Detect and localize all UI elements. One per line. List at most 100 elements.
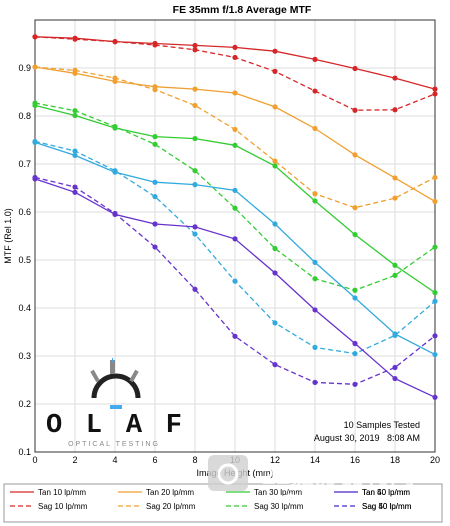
y-tick-label: 0.5	[18, 255, 31, 265]
data-point	[432, 333, 438, 339]
data-point	[152, 87, 158, 93]
data-point	[352, 231, 358, 238]
data-point	[432, 298, 438, 304]
legend-label: Tan 10 lp/mm	[38, 488, 86, 497]
legend-entry: Sag 20 lp/mm	[118, 502, 196, 511]
data-point	[432, 394, 438, 400]
data-point	[272, 158, 278, 164]
data-point	[392, 262, 398, 268]
legend-label: Tan 50 lp/mm	[362, 488, 410, 497]
data-point	[312, 276, 318, 282]
legend-label: Tan 40 lp/mm	[362, 488, 410, 497]
data-point	[432, 351, 438, 358]
series-sag-10-lp-mm	[32, 34, 438, 113]
data-point	[272, 362, 278, 368]
data-point	[232, 90, 238, 96]
data-point	[232, 236, 238, 242]
y-tick-label: 0.9	[18, 63, 31, 73]
logo-subtitle: OPTICAL TESTING	[68, 441, 160, 448]
data-point	[352, 381, 358, 387]
legend-entry: Sag 30 lp/mm	[226, 502, 304, 511]
data-point	[352, 287, 358, 293]
data-point	[352, 351, 358, 357]
legend-entry: Tan 50 lp/mm	[334, 488, 410, 497]
data-point	[312, 344, 318, 350]
data-point	[112, 168, 118, 174]
data-point	[192, 135, 198, 142]
data-point	[152, 134, 158, 140]
data-point	[312, 125, 318, 132]
x-tick-label: 12	[270, 455, 280, 465]
series-sag-30-lp-mm	[32, 100, 438, 293]
watermark: 21摄影器材网 www.21cantonfair.com	[208, 455, 415, 505]
x-tick-label: 8	[192, 455, 197, 465]
logo-mark-icon	[90, 358, 141, 409]
data-point	[192, 168, 198, 174]
series-sag-20-lp-mm	[32, 64, 438, 211]
legend-label: Sag 20 lp/mm	[146, 502, 196, 511]
legend-entry: Sag 50 lp/mm	[334, 502, 412, 511]
data-point	[192, 42, 198, 49]
series-sag-50-lp-mm	[32, 174, 438, 387]
data-point	[232, 44, 238, 50]
data-point	[232, 54, 238, 61]
data-point	[32, 138, 38, 145]
legend-label: Tan 20 lp/mm	[146, 488, 194, 497]
data-point	[432, 244, 438, 250]
y-tick-label: 0.2	[18, 399, 31, 409]
data-point	[432, 198, 438, 205]
data-point	[312, 198, 318, 204]
data-point	[352, 295, 358, 301]
data-point	[192, 102, 198, 109]
data-point	[312, 56, 318, 62]
data-point	[192, 231, 198, 237]
series-lines	[32, 34, 438, 400]
data-point	[392, 364, 398, 371]
x-tick-label: 20	[430, 455, 440, 465]
data-point	[432, 86, 438, 92]
data-point	[72, 36, 78, 42]
data-point	[112, 75, 118, 81]
legend-label: Sag 30 lp/mm	[254, 502, 304, 511]
date-note: August 30, 2019 8:08 AM	[314, 433, 420, 443]
data-point	[112, 123, 118, 130]
y-tick-label: 0.8	[18, 111, 31, 121]
data-point	[432, 174, 438, 181]
series-tan-30-lp-mm	[32, 102, 438, 296]
y-tick-label: 0.3	[18, 351, 31, 361]
chart-title: FE 35mm f/1.8 Average MTF	[173, 4, 312, 16]
x-tick-label: 16	[350, 455, 360, 465]
watermark-camera-icon	[208, 455, 248, 491]
data-point	[192, 47, 198, 53]
data-point	[72, 112, 78, 119]
x-tick-label: 2	[72, 455, 77, 465]
y-tick-label: 0.4	[18, 303, 31, 313]
data-point	[232, 205, 238, 211]
data-point	[192, 286, 198, 292]
watermark-text: 21摄影器材网	[262, 462, 415, 490]
data-point	[352, 107, 358, 113]
data-point	[152, 179, 158, 185]
y-axis-label: MTF (Rel 1.0)	[3, 208, 13, 264]
legend-entry: Tan 20 lp/mm	[118, 488, 194, 497]
samples-note: 10 Samples Tested	[344, 420, 420, 430]
data-point	[392, 272, 398, 278]
data-point	[312, 191, 318, 197]
watermark-url: www.21cantonfair.com	[255, 491, 386, 505]
x-tick-label: 6	[152, 455, 157, 465]
legend-entry: Tan 30 lp/mm	[226, 488, 302, 497]
data-point	[192, 86, 198, 92]
legend-label: Tan 30 lp/mm	[254, 488, 302, 497]
series-line	[34, 176, 436, 385]
data-point	[152, 221, 158, 227]
data-point	[392, 375, 398, 382]
data-point	[72, 184, 78, 190]
data-point	[392, 195, 398, 201]
data-point	[192, 224, 198, 230]
data-point	[32, 100, 38, 106]
data-point	[72, 152, 78, 158]
series-sag-40-lp-mm	[32, 138, 438, 357]
data-point	[152, 141, 158, 147]
data-point	[272, 48, 278, 54]
data-point	[272, 221, 278, 227]
